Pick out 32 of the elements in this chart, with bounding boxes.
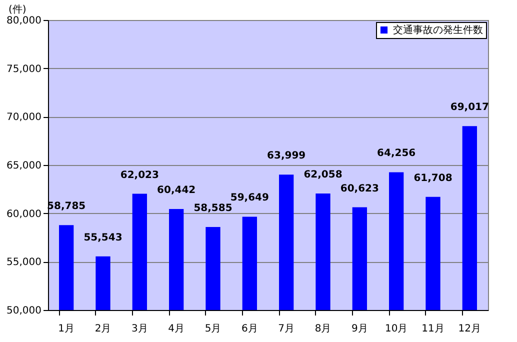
x-tick-label: 5月 [204,324,222,334]
x-tick-label: 7月 [278,324,295,334]
data-label: 58,585 [194,203,232,214]
data-label: 63,999 [267,150,306,162]
data-label: 69,017 [450,102,489,114]
y-tick-label: 80,000 [6,16,42,26]
x-tick-label: 10月 [384,324,408,334]
x-tick-label: 2月 [94,324,112,334]
x-tick-label: 1月 [58,324,75,334]
y-tick-label: 55,000 [6,257,42,268]
data-label: 60,623 [340,183,379,194]
x-tick-label: 4月 [168,324,185,334]
data-label: 62,058 [304,169,342,180]
y-tick-label: 50,000 [6,306,42,316]
x-tick-label: 12月 [458,324,482,334]
x-tick-label: 11月 [422,324,444,334]
x-tick-label: 6月 [241,324,258,334]
data-label: 55,543 [84,232,122,244]
x-tick-label: 9月 [351,324,368,334]
y-tick-label: 60,000 [6,208,42,220]
data-label: 62,023 [120,170,159,181]
y-tick-label: 65,000 [6,160,42,172]
x-tick-label: 3月 [131,324,148,334]
y-tick-label: 70,000 [6,112,42,124]
data-label: 61,708 [414,172,452,184]
legend-label: 交通事故の発生件数 [393,24,483,36]
data-label: 59,649 [230,192,269,204]
x-tick-label: 8月 [314,324,332,334]
y-axis-title: (件) [8,4,26,16]
y-tick-label: 75,000 [6,64,42,75]
data-label: 64,256 [377,148,416,160]
data-label: 60,442 [157,185,196,196]
